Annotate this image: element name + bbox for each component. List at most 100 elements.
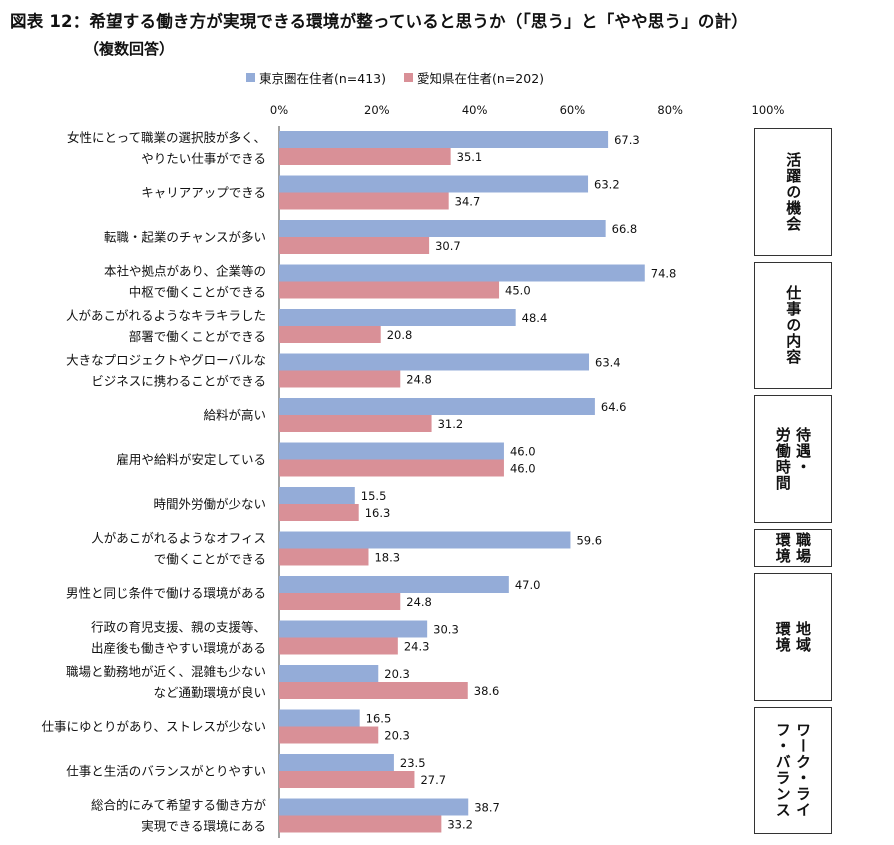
group-box: 待遇・ 労働時間: [754, 395, 832, 523]
bar-aichi: [279, 415, 432, 432]
bar-tokyo: [279, 131, 609, 148]
category-label: 出産後も働きやすい環境がある: [91, 640, 266, 655]
category-label: など通勤環境が良い: [153, 685, 266, 700]
category-label: キャリアアップできる: [141, 185, 266, 200]
category-label: 職場と勤務地が近く、混雑も少ない: [66, 664, 266, 679]
category-label: やりたい仕事ができる: [141, 151, 266, 166]
legend: 東京圏在住者(n=413) 愛知県在住者(n=202): [246, 68, 544, 87]
value-label-tokyo: 30.3: [433, 623, 459, 637]
value-label-tokyo: 63.4: [595, 356, 621, 370]
x-tick-label: 100%: [752, 103, 785, 117]
category-label: 給料が高い: [203, 407, 266, 422]
group-label: 待遇・ 労働時間: [773, 426, 812, 491]
group-box: 仕事の内容: [754, 261, 832, 389]
x-tick-label: 20%: [364, 103, 390, 117]
bar-aichi: [279, 637, 398, 655]
group-box: 活躍の機会: [754, 128, 832, 256]
bar-tokyo: [279, 798, 469, 816]
x-tick-label: 40%: [462, 103, 488, 117]
value-label-aichi: 24.8: [406, 595, 432, 609]
value-label-tokyo: 66.8: [612, 222, 638, 236]
bar-aichi: [279, 593, 401, 610]
bar-tokyo: [279, 620, 428, 638]
group-label: ワーク・ライ フ・バランス: [773, 722, 812, 819]
category-label: で働くことができる: [154, 551, 266, 566]
bar-aichi: [279, 237, 430, 254]
legend-swatch-tokyo: [246, 73, 255, 82]
legend-item-aichi: 愛知県在住者(n=202): [404, 68, 544, 87]
value-label-tokyo: 64.6: [601, 400, 627, 414]
value-label-tokyo: 74.8: [651, 267, 677, 281]
bar-tokyo: [279, 353, 590, 371]
group-box: 職場 環境: [754, 528, 832, 567]
bar-aichi: [279, 815, 442, 833]
bar-tokyo: [279, 487, 355, 504]
legend-swatch-aichi: [404, 73, 414, 82]
category-label: 人があこがれるようなキラキラした: [66, 308, 266, 323]
x-tick-label: 80%: [657, 103, 683, 117]
value-label-aichi: 35.1: [457, 150, 483, 164]
value-label-tokyo: 15.5: [361, 489, 387, 503]
x-tick-label: 60%: [560, 103, 586, 117]
group-box: 地域 環境: [754, 573, 832, 701]
category-label: 大きなプロジェクトやグローバルな: [66, 352, 266, 367]
value-label-tokyo: 59.6: [576, 534, 602, 548]
bar-tokyo: [279, 442, 504, 460]
bar-aichi: [279, 148, 451, 165]
category-label: 転職・起業のチャンスが多い: [104, 229, 266, 244]
value-label-tokyo: 46.0: [510, 445, 536, 459]
legend-item-tokyo: 東京圏在住者(n=413): [246, 68, 386, 87]
category-label: 中枢で働くことができる: [129, 284, 266, 299]
bar-tokyo: [279, 531, 571, 549]
value-label-aichi: 34.7: [455, 195, 481, 209]
value-label-aichi: 31.2: [438, 417, 464, 431]
group-label: 地域 環境: [773, 620, 812, 653]
value-label-aichi: 46.0: [510, 462, 536, 476]
category-label: 実現できる環境にある: [141, 818, 266, 833]
value-label-tokyo: 20.3: [384, 667, 410, 681]
bar-tokyo: [279, 220, 606, 237]
bar-aichi: [279, 281, 500, 299]
value-label-aichi: 20.3: [384, 729, 410, 743]
bar-tokyo: [279, 576, 509, 593]
value-label-aichi: 16.3: [365, 506, 391, 520]
value-label-tokyo: 63.2: [594, 178, 620, 192]
value-label-aichi: 30.7: [435, 239, 461, 253]
x-tick-label: 0%: [270, 103, 288, 117]
bar-tokyo: [279, 264, 645, 282]
category-label: 仕事と生活のバランスがとりやすい: [66, 763, 266, 778]
category-label: 行政の育児支援、親の支援等、: [91, 619, 266, 634]
category-label: 女性にとって職業の選択肢が多く、: [67, 130, 266, 145]
value-label-tokyo: 47.0: [515, 578, 541, 592]
category-label: 雇用や給料が安定している: [116, 452, 266, 467]
category-label: ビジネスに携わることができる: [91, 373, 266, 388]
category-label: 男性と同じ条件で働ける環境がある: [66, 585, 266, 600]
value-label-aichi: 18.3: [374, 551, 400, 565]
group-label: 活躍の機会: [784, 151, 803, 232]
bar-aichi: [279, 326, 381, 343]
value-label-aichi: 24.3: [404, 640, 430, 654]
value-label-aichi: 38.6: [474, 684, 500, 698]
legend-label-tokyo: 東京圏在住者(n=413): [259, 71, 387, 86]
legend-label-aichi: 愛知県在住者(n=202): [417, 71, 545, 86]
bar-aichi: [279, 192, 449, 210]
value-label-aichi: 24.8: [406, 373, 432, 387]
group-label: 仕事の内容: [784, 285, 803, 366]
category-label: 部署で働くことができる: [129, 329, 266, 344]
category-label: 総合的にみて希望する働き方が: [91, 797, 267, 812]
value-label-aichi: 27.7: [420, 773, 446, 787]
bar-aichi: [279, 459, 504, 477]
bar-aichi: [279, 682, 468, 699]
value-label-tokyo: 16.5: [366, 712, 392, 726]
bar-tokyo: [279, 175, 589, 193]
group-box: ワーク・ライ フ・バランス: [754, 706, 832, 834]
category-label: 本社や拠点があり、企業等の: [104, 263, 266, 278]
bar-tokyo: [279, 398, 595, 415]
value-label-aichi: 33.2: [447, 818, 473, 832]
bar-tokyo: [279, 309, 516, 326]
value-label-tokyo: 23.5: [400, 756, 426, 770]
category-label: 仕事にゆとりがあり、ストレスが少ない: [41, 719, 266, 734]
value-label-aichi: 45.0: [505, 284, 531, 298]
bar-tokyo: [279, 709, 360, 727]
